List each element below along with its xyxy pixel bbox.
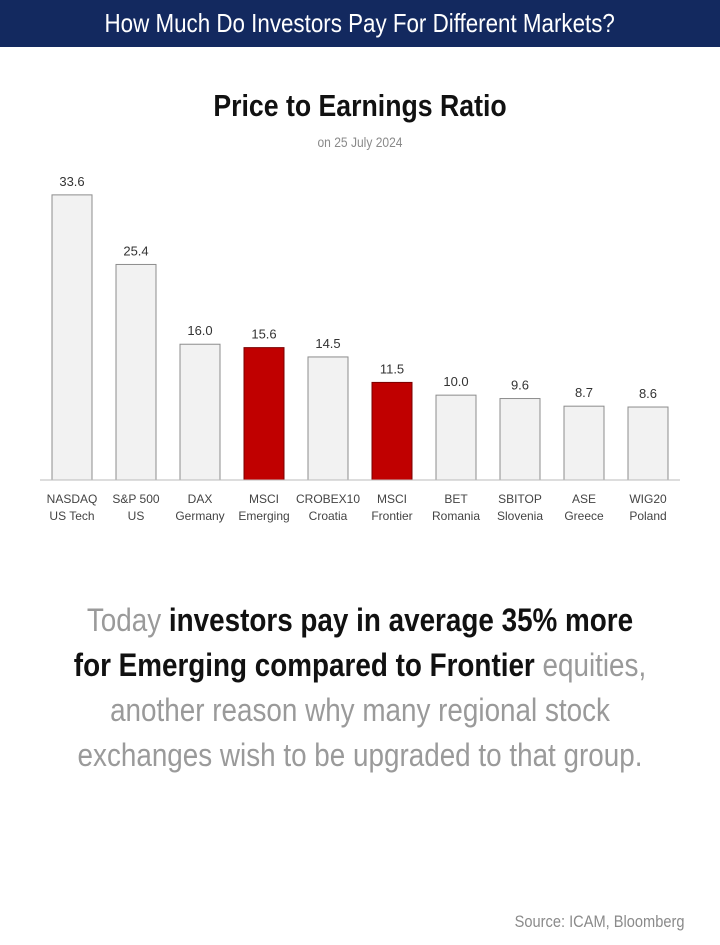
category-label-8: ASE xyxy=(572,492,596,506)
category-label-6: BET xyxy=(444,492,468,506)
summary-text: Today investors pay in average 35% more … xyxy=(73,598,647,778)
bar-5 xyxy=(371,381,413,481)
value-label-6: 10.0 xyxy=(443,374,468,389)
category-label-0: NASDAQ xyxy=(47,492,98,506)
category-sublabel-6: Romania xyxy=(432,509,480,523)
category-label-7: SBITOP xyxy=(498,492,542,506)
bar-4 xyxy=(307,356,349,481)
category-label-4: CROBEX10 xyxy=(296,492,360,506)
category-label-1: S&P 500 xyxy=(112,492,159,506)
header-title: How Much Do Investors Pay For Different … xyxy=(104,8,616,38)
value-label-8: 8.7 xyxy=(575,385,593,400)
category-sublabel-5: Frontier xyxy=(371,509,412,523)
bar-9 xyxy=(627,406,669,481)
value-label-3: 15.6 xyxy=(251,327,276,342)
bar-2 xyxy=(179,343,221,481)
summary-intro: Today xyxy=(86,602,169,638)
value-label-0: 33.6 xyxy=(59,174,84,189)
bar-0 xyxy=(51,194,93,481)
bar-3 xyxy=(243,347,285,481)
category-sublabel-2: Germany xyxy=(175,509,224,523)
value-label-5: 11.5 xyxy=(380,361,404,376)
bar-7 xyxy=(499,398,541,481)
summary-highlight: investors pay in average 35% more for Em… xyxy=(73,602,634,683)
value-label-9: 8.6 xyxy=(639,386,657,401)
category-label-3: MSCI xyxy=(249,492,279,506)
category-label-2: DAX xyxy=(188,492,213,506)
value-label-7: 9.6 xyxy=(511,378,529,393)
category-label-9: WIG20 xyxy=(629,492,667,506)
bar-1 xyxy=(115,263,157,481)
summary-rest: equities, another reason why many region… xyxy=(77,647,647,773)
category-sublabel-7: Slovenia xyxy=(497,509,543,523)
category-sublabel-9: Poland xyxy=(629,509,666,523)
header-banner: How Much Do Investors Pay For Different … xyxy=(0,0,720,47)
bar-chart: 33.6 NASDAQ US Tech 25.4 S&P 500 US 16.0 DAX Ger… xyxy=(40,174,680,523)
bar-6 xyxy=(435,394,477,481)
category-sublabel-0: US Tech xyxy=(49,509,94,523)
bar-8 xyxy=(563,405,605,481)
source-note: Source: ICAM, Bloomberg xyxy=(514,912,684,931)
value-label-2: 16.0 xyxy=(187,323,212,338)
category-sublabel-3: Emerging xyxy=(238,509,289,523)
category-sublabel-4: Croatia xyxy=(309,509,348,523)
chart-subtitle: on 25 July 2024 xyxy=(317,134,403,150)
category-sublabel-8: Greece xyxy=(564,509,604,523)
value-label-1: 25.4 xyxy=(123,243,148,258)
chart-title: Price to Earnings Ratio xyxy=(213,88,507,123)
category-label-5: MSCI xyxy=(377,492,407,506)
value-label-4: 14.5 xyxy=(315,336,340,351)
category-sublabel-1: US xyxy=(128,509,145,523)
